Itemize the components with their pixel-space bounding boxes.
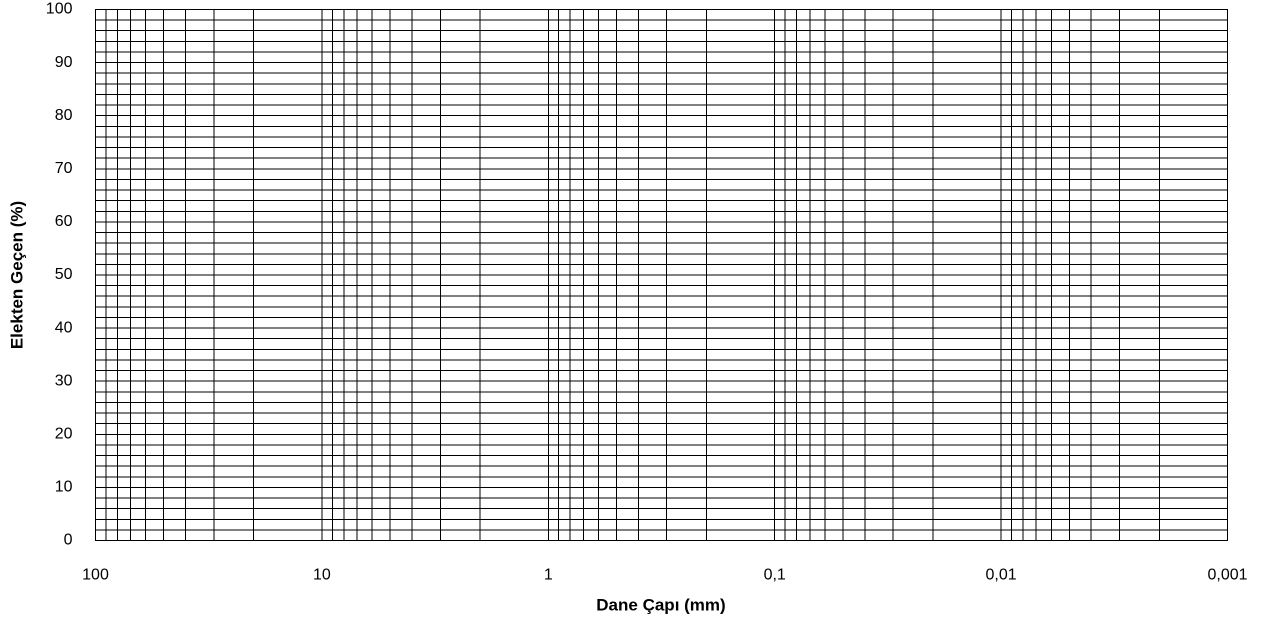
y-tick-label: 100 (46, 1, 73, 18)
y-axis-title: Elekten Geçen (%) (7, 201, 26, 349)
y-tick-label: 20 (55, 426, 73, 443)
plot-border (95, 9, 1228, 541)
y-tick-label: 10 (55, 479, 73, 496)
y-tick-label: 30 (55, 372, 73, 389)
y-tick-label: 50 (55, 266, 73, 283)
x-tick-label: 0,1 (764, 567, 786, 584)
y-tick-label: 40 (55, 319, 73, 336)
x-tick-label: 1 (544, 567, 553, 584)
x-tick-label: 0,01 (986, 567, 1017, 584)
y-tick-label: 70 (55, 160, 73, 177)
x-tick-label: 100 (82, 567, 109, 584)
y-tick-label: 60 (55, 213, 73, 230)
y-tick-label: 90 (55, 54, 73, 71)
x-tick-label: 10 (313, 567, 331, 584)
y-tick-label: 0 (64, 532, 73, 549)
y-tick-label: 80 (55, 107, 73, 124)
x-tick-label: 0,001 (1207, 567, 1247, 584)
x-axis-title: Dane Çapı (mm) (596, 595, 725, 614)
